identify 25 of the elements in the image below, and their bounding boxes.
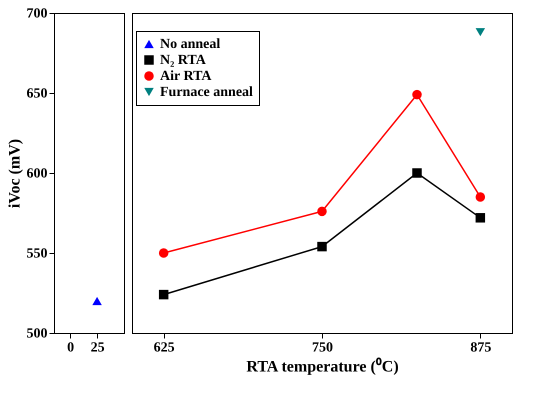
- point: [412, 168, 422, 178]
- legend-label: Air RTA: [160, 69, 212, 84]
- legend-label: Furnace anneal: [160, 85, 254, 100]
- point: [476, 28, 486, 36]
- legend-label: No anneal: [160, 37, 220, 52]
- x-tick-label: 750: [312, 340, 333, 356]
- point: [412, 90, 422, 100]
- x-tick-label: 25: [90, 340, 105, 356]
- y-tick-label: 600: [26, 166, 48, 182]
- point: [476, 192, 486, 202]
- point: [158, 248, 168, 258]
- x-tick-label: 875: [470, 340, 492, 356]
- point: [476, 213, 486, 223]
- y-tick-label: 550: [26, 246, 48, 262]
- legend-label: N₂ RTA: [160, 53, 207, 68]
- x-axis-title: RTA temperature (⁰C): [246, 358, 399, 376]
- y-axis-title: iVoc (mV): [6, 138, 24, 208]
- point: [317, 206, 327, 216]
- y-tick-label: 500: [26, 326, 48, 342]
- x-tick-label: 0: [67, 340, 74, 356]
- x-tick-label: 625: [154, 340, 175, 356]
- point: [158, 290, 168, 300]
- y-tick-label: 700: [26, 6, 48, 22]
- y-tick-label: 650: [26, 86, 48, 102]
- point: [317, 242, 327, 252]
